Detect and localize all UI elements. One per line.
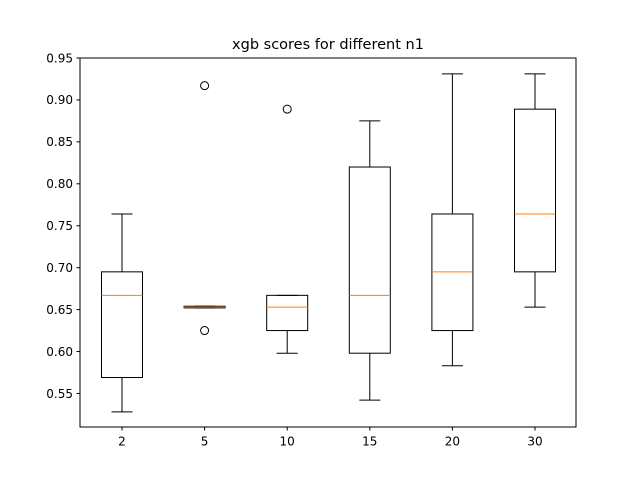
box-group-30: [514, 73, 556, 308]
box: [101, 271, 143, 379]
x-tick-label: 15: [362, 435, 377, 449]
x-tick-label: 5: [201, 435, 209, 449]
box: [348, 166, 391, 354]
box-group-20: [431, 73, 474, 367]
outlier-point: [282, 104, 292, 114]
y-tick-label: 0.65: [46, 303, 73, 317]
x-tick-label: 10: [280, 435, 295, 449]
y-axis: 0.55 0.60 0.65 0.70 0.75 0.80 0.85 0.90 0.95: [46, 51, 80, 401]
x-tick-label: 20: [445, 435, 460, 449]
box: [266, 294, 309, 332]
y-tick-label: 0.75: [46, 219, 73, 233]
y-tick-label: 0.80: [46, 177, 73, 191]
y-tick-label: 0.95: [46, 51, 73, 65]
y-tick-label: 0.90: [46, 93, 73, 107]
outlier-point: [200, 326, 210, 336]
box-group-15: [348, 120, 391, 401]
box-group-5: [183, 81, 226, 336]
chart-title: xgb scores for different n1: [232, 37, 424, 53]
box-group-10: [266, 104, 309, 354]
x-tick-label: 30: [527, 435, 542, 449]
y-tick-label: 0.85: [46, 135, 73, 149]
axes-frame: [79, 57, 577, 428]
y-tick-label: 0.55: [46, 387, 73, 401]
x-axis: 2 5 10 15 20 30: [118, 427, 543, 449]
outlier-point: [200, 81, 210, 91]
y-tick-label: 0.70: [46, 261, 73, 275]
x-tick-label: 2: [118, 435, 126, 449]
box-group-2: [101, 213, 143, 413]
box: [514, 108, 556, 273]
y-tick-label: 0.60: [46, 345, 73, 359]
plot-area: [101, 73, 556, 413]
